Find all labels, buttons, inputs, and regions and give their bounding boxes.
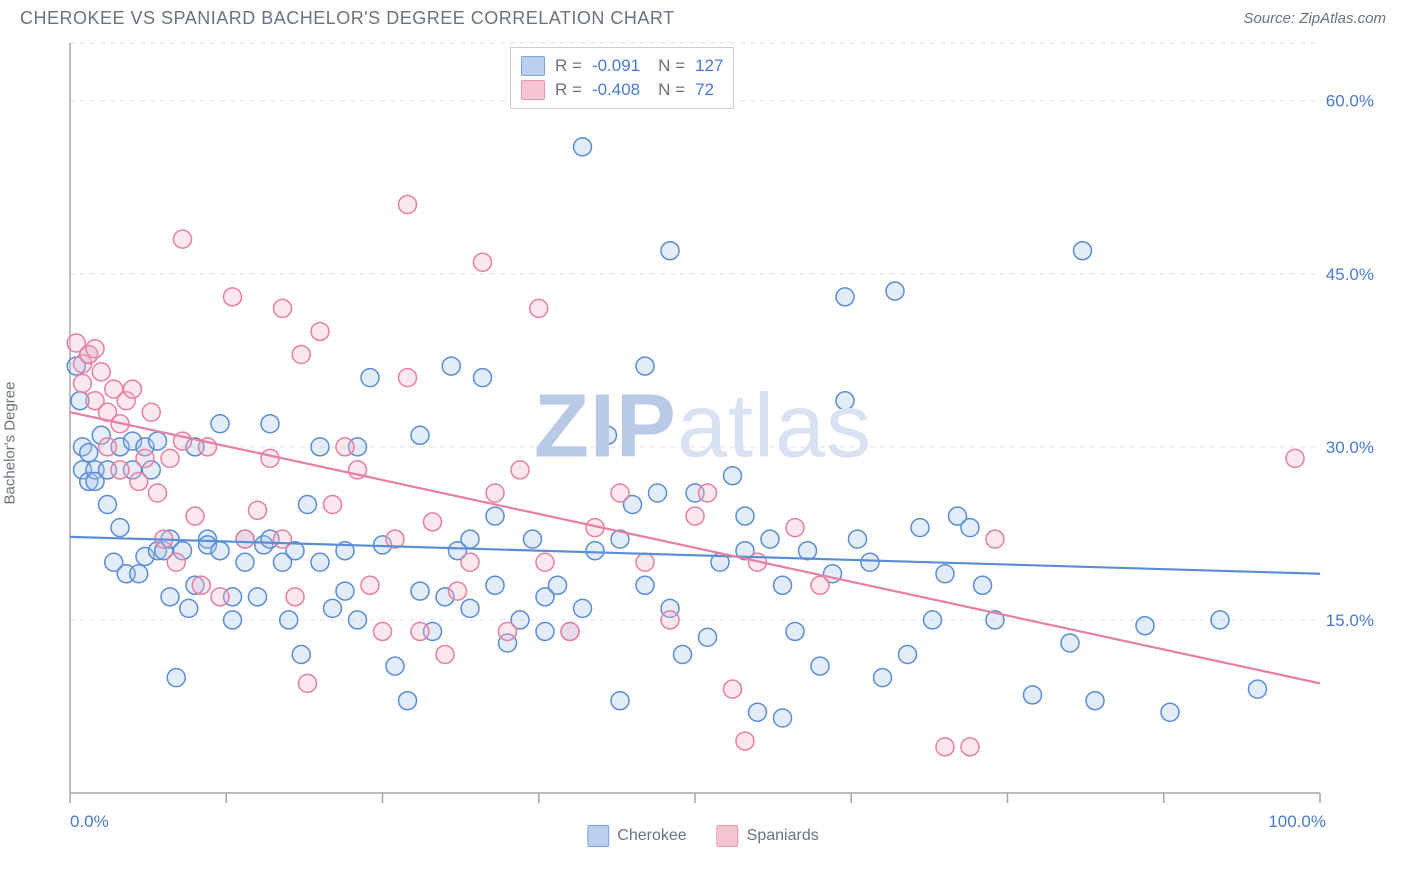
svg-text:60.0%: 60.0% bbox=[1326, 92, 1374, 111]
legend-r-value: -0.408 bbox=[592, 78, 640, 102]
legend-n-label: N = bbox=[658, 78, 685, 102]
y-axis-label: Bachelor's Degree bbox=[2, 382, 19, 505]
scatter-chart: 0.0% 100.0% 15.0% 30.0% 45.0% 60.0% bbox=[20, 33, 1386, 853]
legend-item-spaniards: Spaniards bbox=[717, 825, 819, 847]
legend-swatch-icon bbox=[521, 56, 545, 76]
svg-text:15.0%: 15.0% bbox=[1326, 611, 1374, 630]
svg-text:45.0%: 45.0% bbox=[1326, 265, 1374, 284]
legend-n-label: N = bbox=[658, 54, 685, 78]
legend-swatch-icon bbox=[587, 825, 609, 847]
legend-swatch-icon bbox=[717, 825, 739, 847]
correlation-legend-row: R = -0.091 N = 127 bbox=[521, 54, 723, 78]
svg-text:30.0%: 30.0% bbox=[1326, 438, 1374, 457]
correlation-legend-row: R = -0.408 N = 72 bbox=[521, 78, 723, 102]
legend-swatch-icon bbox=[521, 80, 545, 100]
legend-n-value: 127 bbox=[695, 54, 723, 78]
correlation-legend: R = -0.091 N = 127 R = -0.408 N = 72 bbox=[510, 47, 734, 109]
legend-label: Cherokee bbox=[617, 827, 686, 845]
legend-label: Spaniards bbox=[747, 827, 819, 845]
chart-area: Bachelor's Degree 0.0%100.0%15.0%30.0%45… bbox=[20, 33, 1386, 853]
legend-r-value: -0.091 bbox=[592, 54, 640, 78]
legend-n-value: 72 bbox=[695, 78, 714, 102]
legend-item-cherokee: Cherokee bbox=[587, 825, 686, 847]
legend-r-label: R = bbox=[555, 78, 582, 102]
series-legend: Cherokee Spaniards bbox=[587, 825, 818, 847]
chart-title: CHEROKEE VS SPANIARD BACHELOR'S DEGREE C… bbox=[20, 8, 675, 29]
legend-r-label: R = bbox=[555, 54, 582, 78]
source-attribution: Source: ZipAtlas.com bbox=[1243, 10, 1386, 27]
svg-text:100.0%: 100.0% bbox=[1268, 812, 1326, 831]
svg-text:0.0%: 0.0% bbox=[70, 812, 109, 831]
